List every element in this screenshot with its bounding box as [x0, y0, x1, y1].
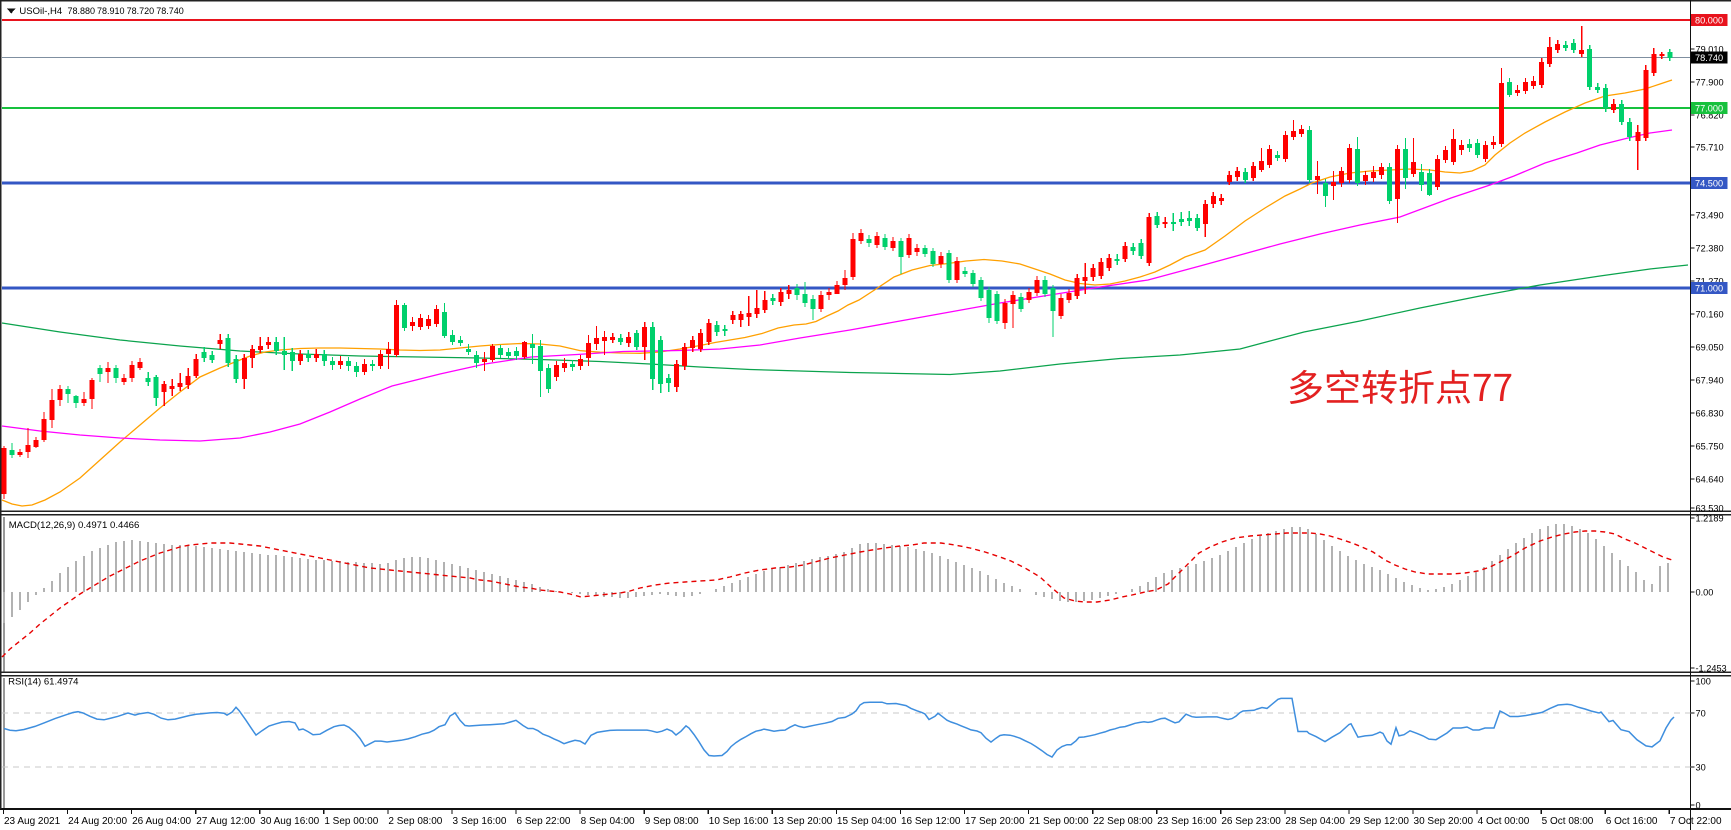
svg-text:26 Aug 04:00: 26 Aug 04:00	[132, 816, 191, 827]
svg-text:MACD(12,26,9) 0.4971 0.4466: MACD(12,26,9) 0.4971 0.4466	[9, 520, 140, 531]
svg-text:72.380: 72.380	[1696, 243, 1724, 253]
svg-text:70.160: 70.160	[1696, 309, 1724, 319]
svg-text:0: 0	[1696, 800, 1701, 810]
svg-text:77.900: 77.900	[1696, 77, 1724, 87]
svg-text:78.880: 78.880	[68, 6, 96, 16]
svg-text:3 Sep 16:00: 3 Sep 16:00	[452, 816, 506, 827]
svg-text:79.010: 79.010	[1696, 44, 1724, 54]
svg-text:9 Sep 08:00: 9 Sep 08:00	[645, 816, 699, 827]
svg-text:76.820: 76.820	[1696, 110, 1724, 120]
svg-text:74.500: 74.500	[1695, 179, 1723, 189]
svg-text:75.710: 75.710	[1696, 142, 1724, 152]
svg-text:78.910: 78.910	[97, 6, 125, 16]
svg-text:0.00: 0.00	[1696, 587, 1714, 597]
svg-text:1.2189: 1.2189	[1696, 513, 1724, 523]
svg-text:6 Sep 22:00: 6 Sep 22:00	[517, 816, 571, 827]
svg-text:28 Sep 04:00: 28 Sep 04:00	[1285, 816, 1345, 827]
svg-text:67.940: 67.940	[1696, 375, 1724, 385]
svg-text:71.000: 71.000	[1695, 284, 1723, 294]
svg-text:13 Sep 20:00: 13 Sep 20:00	[773, 816, 833, 827]
svg-text:15 Sep 04:00: 15 Sep 04:00	[837, 816, 897, 827]
svg-text:23 Sep 16:00: 23 Sep 16:00	[1157, 816, 1217, 827]
svg-text:29 Sep 12:00: 29 Sep 12:00	[1349, 816, 1409, 827]
svg-text:63.530: 63.530	[1696, 503, 1724, 513]
svg-text:2 Sep 08:00: 2 Sep 08:00	[388, 816, 442, 827]
svg-text:22 Sep 08:00: 22 Sep 08:00	[1093, 816, 1153, 827]
svg-text:64.640: 64.640	[1696, 474, 1724, 484]
svg-text:78.740: 78.740	[156, 6, 184, 16]
svg-text:78.740: 78.740	[1695, 53, 1723, 63]
svg-text:65.750: 65.750	[1696, 441, 1724, 451]
svg-text:66.830: 66.830	[1696, 408, 1724, 418]
svg-text:4 Oct 00:00: 4 Oct 00:00	[1478, 816, 1530, 827]
svg-text:30: 30	[1696, 762, 1706, 772]
svg-text:70: 70	[1696, 708, 1706, 718]
svg-text:73.490: 73.490	[1696, 210, 1724, 220]
svg-text:10 Sep 16:00: 10 Sep 16:00	[709, 816, 769, 827]
svg-text:27 Aug 12:00: 27 Aug 12:00	[196, 816, 255, 827]
svg-text:-1.2453: -1.2453	[1696, 663, 1727, 673]
svg-text:RSI(14) 61.4974: RSI(14) 61.4974	[8, 677, 79, 688]
svg-text:17 Sep 20:00: 17 Sep 20:00	[965, 816, 1025, 827]
svg-text:78.720: 78.720	[127, 6, 155, 16]
svg-text:23 Aug 2021: 23 Aug 2021	[4, 816, 61, 827]
svg-text:24 Aug 20:00: 24 Aug 20:00	[68, 816, 127, 827]
svg-text:6 Oct 16:00: 6 Oct 16:00	[1606, 816, 1658, 827]
svg-text:77.000: 77.000	[1695, 104, 1723, 114]
svg-text:71.270: 71.270	[1696, 276, 1724, 286]
svg-text:30 Aug 16:00: 30 Aug 16:00	[260, 816, 319, 827]
svg-text:8 Sep 04:00: 8 Sep 04:00	[581, 816, 635, 827]
svg-text:USOil-,H4: USOil-,H4	[19, 6, 62, 17]
svg-text:26 Sep 23:00: 26 Sep 23:00	[1221, 816, 1281, 827]
svg-text:69.050: 69.050	[1696, 342, 1724, 352]
svg-text:100: 100	[1696, 676, 1711, 686]
svg-text:1 Sep 00:00: 1 Sep 00:00	[324, 816, 378, 827]
svg-text:7 Oct 22:00: 7 Oct 22:00	[1670, 816, 1722, 827]
svg-text:16 Sep 12:00: 16 Sep 12:00	[901, 816, 961, 827]
svg-text:5 Oct 08:00: 5 Oct 08:00	[1542, 816, 1594, 827]
svg-text:30 Sep 20:00: 30 Sep 20:00	[1414, 816, 1474, 827]
svg-text:21 Sep 00:00: 21 Sep 00:00	[1029, 816, 1089, 827]
svg-text:80.000: 80.000	[1695, 16, 1723, 26]
